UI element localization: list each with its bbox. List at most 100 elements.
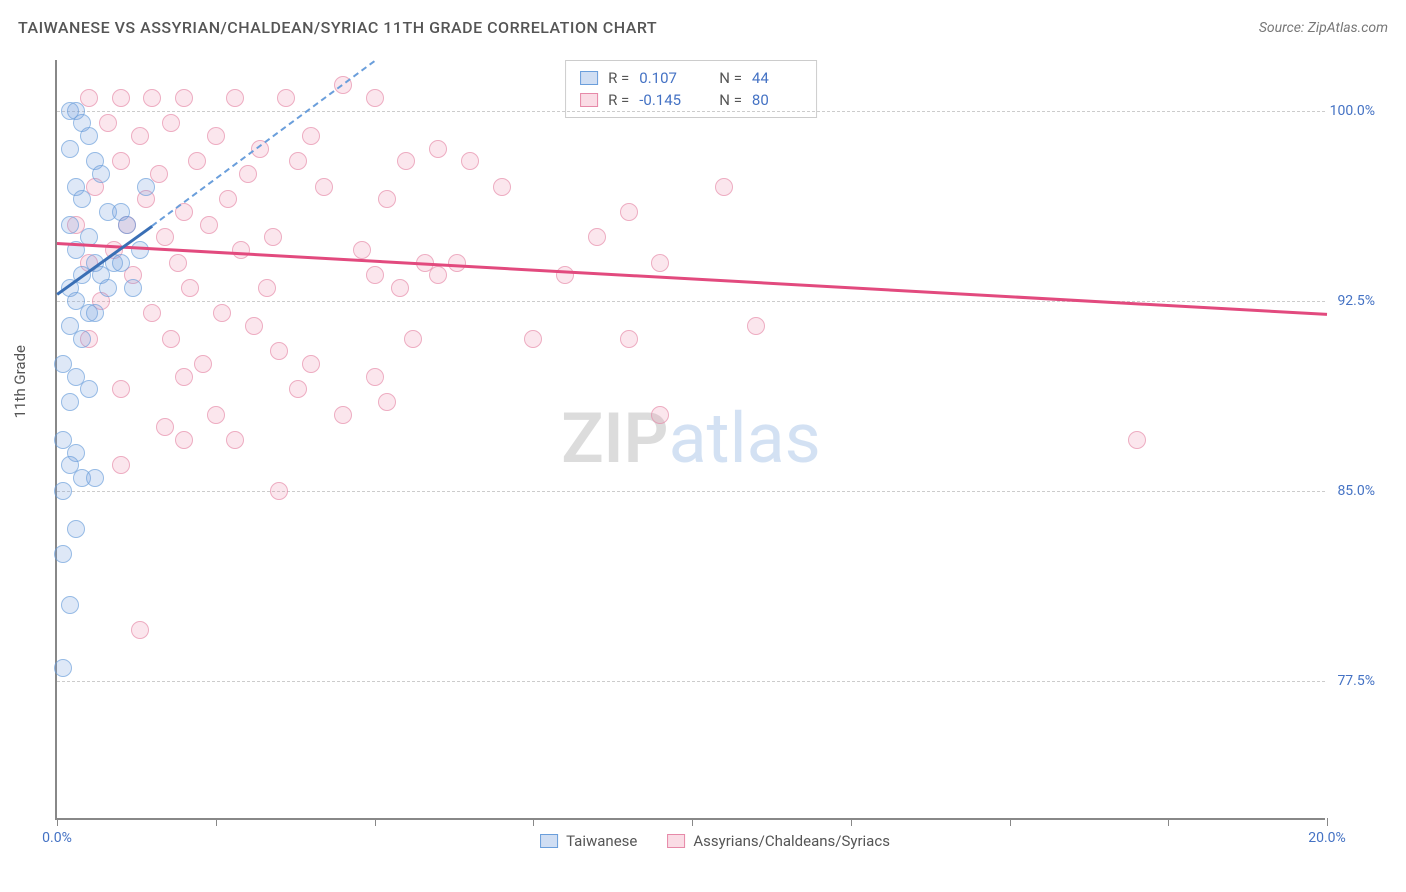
xtick-label: 20.0% [1308, 830, 1346, 846]
point-assyrian [162, 114, 180, 132]
point-taiwanese [54, 482, 72, 500]
point-assyrian [175, 368, 193, 386]
point-taiwanese [137, 178, 155, 196]
point-assyrian [200, 216, 218, 234]
point-assyrian [429, 140, 447, 158]
point-taiwanese [54, 659, 72, 677]
x-legend: Taiwanese Assyrians/Chaldeans/Syriacs [540, 832, 890, 850]
xtick-label: 0.0% [42, 830, 72, 846]
point-assyrian [391, 279, 409, 297]
point-assyrian [404, 330, 422, 348]
point-assyrian [156, 418, 174, 436]
point-assyrian [207, 406, 225, 424]
point-assyrian [264, 228, 282, 246]
point-assyrian [270, 482, 288, 500]
point-taiwanese [73, 330, 91, 348]
plot-region: ZIPatlas R = 0.107 N = 44 R = -0.145 N =… [55, 60, 1325, 820]
swatch-pink-icon [667, 834, 685, 848]
point-taiwanese [67, 520, 85, 538]
point-assyrian [226, 431, 244, 449]
xtick [533, 818, 534, 826]
point-assyrian [277, 89, 295, 107]
point-assyrian [162, 330, 180, 348]
point-taiwanese [61, 596, 79, 614]
point-assyrian [461, 152, 479, 170]
point-assyrian [175, 89, 193, 107]
point-assyrian [378, 393, 396, 411]
legend-item-assyrian: Assyrians/Chaldeans/Syriacs [667, 832, 890, 850]
point-assyrian [213, 304, 231, 322]
point-assyrian [112, 152, 130, 170]
xtick [1168, 818, 1169, 826]
point-assyrian [524, 330, 542, 348]
ytick-label: 77.5% [1325, 673, 1375, 689]
chart-area: ZIPatlas R = 0.107 N = 44 R = -0.145 N =… [55, 60, 1375, 820]
point-assyrian [289, 380, 307, 398]
point-taiwanese [99, 279, 117, 297]
point-assyrian [715, 178, 733, 196]
point-assyrian [226, 89, 244, 107]
point-assyrian [169, 254, 187, 272]
point-assyrian [448, 254, 466, 272]
trend-taiwanese-extension [152, 60, 376, 227]
point-taiwanese [86, 304, 104, 322]
point-taiwanese [61, 140, 79, 158]
point-taiwanese [118, 216, 136, 234]
chart-title: TAIWANESE VS ASSYRIAN/CHALDEAN/SYRIAC 11… [18, 18, 657, 37]
point-assyrian [302, 355, 320, 373]
point-assyrian [270, 342, 288, 360]
point-assyrian [315, 178, 333, 196]
point-assyrian [397, 152, 415, 170]
point-assyrian [366, 368, 384, 386]
point-assyrian [588, 228, 606, 246]
point-assyrian [112, 456, 130, 474]
point-assyrian [131, 127, 149, 145]
point-assyrian [207, 127, 225, 145]
point-assyrian [1128, 431, 1146, 449]
point-assyrian [143, 89, 161, 107]
point-assyrian [258, 279, 276, 297]
point-assyrian [131, 621, 149, 639]
point-assyrian [232, 241, 250, 259]
source-label: Source: ZipAtlas.com [1259, 20, 1388, 36]
point-assyrian [353, 241, 371, 259]
point-assyrian [219, 190, 237, 208]
point-taiwanese [124, 279, 142, 297]
point-assyrian [143, 304, 161, 322]
point-assyrian [188, 152, 206, 170]
point-assyrian [99, 114, 117, 132]
point-assyrian [194, 355, 212, 373]
point-taiwanese [112, 254, 130, 272]
point-assyrian [747, 317, 765, 335]
point-assyrian [181, 279, 199, 297]
swatch-pink-icon [580, 93, 598, 107]
point-assyrian [245, 317, 263, 335]
trend-assyrian [57, 242, 1327, 315]
point-assyrian [620, 203, 638, 221]
point-assyrian [429, 266, 447, 284]
watermark: ZIPatlas [561, 398, 821, 480]
point-taiwanese [86, 469, 104, 487]
point-assyrian [156, 228, 174, 246]
ytick-label: 92.5% [1325, 293, 1375, 309]
xtick [1010, 818, 1011, 826]
xtick [216, 818, 217, 826]
point-taiwanese [80, 127, 98, 145]
legend-item-taiwanese: Taiwanese [540, 832, 637, 850]
y-axis-label: 11th Grade [11, 345, 29, 418]
point-assyrian [302, 127, 320, 145]
point-assyrian [175, 431, 193, 449]
point-taiwanese [131, 241, 149, 259]
point-assyrian [378, 190, 396, 208]
gridline [57, 681, 1325, 682]
ytick-label: 85.0% [1325, 483, 1375, 499]
ytick-label: 100.0% [1325, 103, 1375, 119]
swatch-blue-icon [540, 834, 558, 848]
xtick [851, 818, 852, 826]
point-assyrian [112, 89, 130, 107]
gridline [57, 491, 1325, 492]
xtick [57, 818, 58, 826]
point-assyrian [112, 380, 130, 398]
stats-box: R = 0.107 N = 44 R = -0.145 N = 80 [565, 60, 817, 118]
point-assyrian [556, 266, 574, 284]
